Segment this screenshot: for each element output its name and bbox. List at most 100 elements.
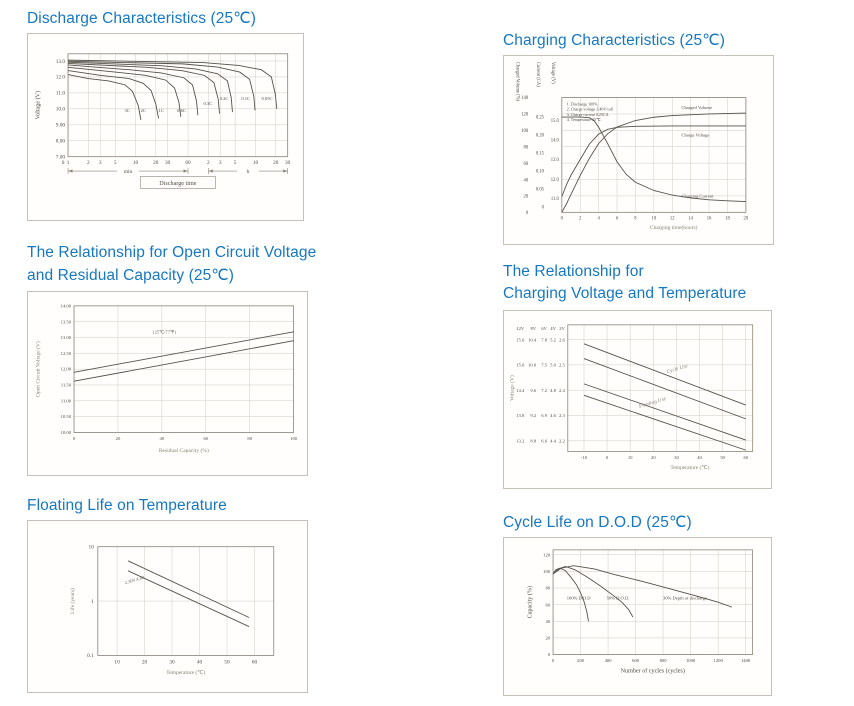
svg-text:4.8: 4.8	[550, 389, 556, 394]
svg-text:11.50: 11.50	[61, 384, 72, 389]
svg-text:1200: 1200	[714, 659, 724, 664]
ocv-chart-panel: 10.00 10.50 11.00 11.50 12.00 12.50 13.00 13.50…	[27, 291, 308, 476]
svg-text:16: 16	[707, 217, 712, 222]
svg-text:Life (years): Life (years)	[69, 588, 76, 614]
svg-text:4V: 4V	[550, 327, 556, 332]
svg-text:2.6: 2.6	[559, 338, 565, 343]
svg-text:Residual Capacity (%): Residual Capacity (%)	[159, 447, 209, 454]
svg-text:1. Discharge 100%: 1. Discharge 100%	[567, 101, 598, 106]
title-ocv-line1: The Relationship for Open Circuit Voltag…	[27, 244, 317, 261]
svg-text:2.2: 2.2	[559, 440, 565, 445]
svg-text:Voltage (V): Voltage (V)	[508, 375, 515, 401]
svg-text:9.2: 9.2	[530, 414, 536, 419]
svg-text:7.8: 7.8	[541, 338, 547, 343]
svg-text:11.0: 11.0	[551, 197, 560, 202]
svg-text:3: 3	[219, 160, 222, 166]
svg-text:10.50: 10.50	[61, 415, 72, 420]
svg-text:4: 4	[597, 217, 600, 222]
svg-text:-10: -10	[581, 456, 588, 461]
svg-text:0: 0	[561, 217, 564, 222]
svg-text:2: 2	[579, 217, 582, 222]
svg-text:Current (CA): Current (CA)	[535, 62, 540, 87]
svg-text:8.00: 8.00	[56, 139, 66, 145]
svg-text:13.00: 13.00	[61, 336, 72, 341]
svg-text:60: 60	[545, 603, 550, 608]
svg-text:2: 2	[87, 160, 90, 166]
svg-text:min: min	[124, 169, 133, 175]
svg-text:2.4: 2.4	[559, 389, 565, 394]
svg-text:20: 20	[651, 456, 656, 461]
svg-text:40: 40	[197, 659, 203, 665]
svg-text:10.0: 10.0	[528, 364, 537, 369]
svg-text:80: 80	[545, 587, 550, 592]
svg-text:Discharge time: Discharge time	[159, 181, 196, 187]
svg-text:80: 80	[247, 437, 252, 442]
svg-text:50% D.O.D.: 50% D.O.D.	[607, 596, 630, 601]
svg-text:0.25: 0.25	[536, 116, 545, 121]
svg-text:(25℃/77℉): (25℃/77℉)	[153, 330, 176, 335]
title-floating-life: Floating Life on Temperature	[27, 497, 227, 514]
svg-text:60: 60	[203, 437, 208, 442]
svg-text:12.00: 12.00	[61, 368, 72, 373]
svg-text:15.0: 15.0	[516, 364, 525, 369]
svg-text:9.6: 9.6	[530, 389, 536, 394]
svg-text:30: 30	[285, 160, 291, 166]
svg-text:80: 80	[524, 145, 529, 150]
svg-text:h: h	[247, 169, 250, 175]
svg-text:40: 40	[160, 437, 165, 442]
svg-text:10: 10	[652, 217, 657, 222]
svg-text:2.3: 2.3	[559, 414, 565, 419]
svg-text:14.4: 14.4	[516, 389, 525, 394]
svg-text:Charging Current: Charging Current	[681, 193, 714, 198]
svg-text:20: 20	[273, 160, 279, 166]
svg-text:13.2: 13.2	[516, 440, 525, 445]
svg-text:20: 20	[116, 437, 121, 442]
svg-text:0: 0	[606, 456, 609, 461]
svg-text:10: 10	[133, 160, 139, 166]
svg-text:13.8: 13.8	[516, 414, 525, 419]
svg-text:140: 140	[521, 96, 529, 101]
svg-text:10.00: 10.00	[61, 431, 72, 436]
svg-text:12.0: 12.0	[56, 75, 66, 81]
svg-text:100: 100	[543, 570, 551, 575]
svg-text:Number of cycles (cycles): Number of cycles (cycles)	[621, 667, 685, 674]
charging-chart-panel: 0 20 40 60 80 100 120 140 Charged Volume (%) 0 0.0…	[503, 55, 774, 245]
svg-text:9.00: 9.00	[56, 123, 66, 129]
svg-text:10.4: 10.4	[528, 338, 537, 343]
svg-text:7.5: 7.5	[541, 364, 547, 369]
svg-text:400: 400	[605, 659, 613, 664]
svg-text:20: 20	[545, 637, 550, 642]
svg-text:0.6C: 0.6C	[177, 108, 186, 113]
title-discharge-characteristics: Discharge Characteristics (25℃)	[27, 10, 256, 27]
svg-text:Charged Volume (%): Charged Volume (%)	[514, 62, 519, 102]
svg-text:10: 10	[253, 160, 259, 166]
svg-text:40: 40	[697, 456, 702, 461]
svg-text:0.20: 0.20	[536, 134, 545, 139]
svg-text:30: 30	[169, 659, 175, 665]
svg-text:5.2: 5.2	[550, 338, 556, 343]
svg-text:100: 100	[521, 129, 529, 134]
svg-text:5: 5	[234, 160, 237, 166]
svg-text:20: 20	[744, 217, 749, 222]
svg-text:10: 10	[89, 544, 95, 550]
svg-text:Voltage (V): Voltage (V)	[34, 91, 41, 120]
svg-text:30: 30	[165, 160, 171, 166]
svg-text:10.0: 10.0	[56, 107, 66, 113]
title-charging-characteristics: Charging Characteristics (25℃)	[503, 32, 725, 49]
svg-text:12.0: 12.0	[551, 178, 560, 183]
title-cvt-line2: Charging Voltage and Temperature	[503, 285, 747, 302]
svg-text:60: 60	[185, 160, 191, 166]
svg-text:0.15: 0.15	[536, 152, 545, 157]
floating-life-chart-panel: 10 1 0.1 10 20 30 40 50 60 2.30V/Cell Temperature …	[27, 520, 308, 693]
svg-text:10: 10	[628, 456, 633, 461]
svg-text:Open Circuit Voltage (V): Open Circuit Voltage (V)	[34, 341, 41, 397]
svg-text:200: 200	[577, 659, 585, 664]
svg-text:0.3C: 0.3C	[203, 101, 212, 106]
svg-text:60: 60	[252, 659, 258, 665]
svg-text:1: 1	[91, 599, 94, 605]
svg-text:Temperature (℃): Temperature (℃)	[670, 464, 709, 471]
